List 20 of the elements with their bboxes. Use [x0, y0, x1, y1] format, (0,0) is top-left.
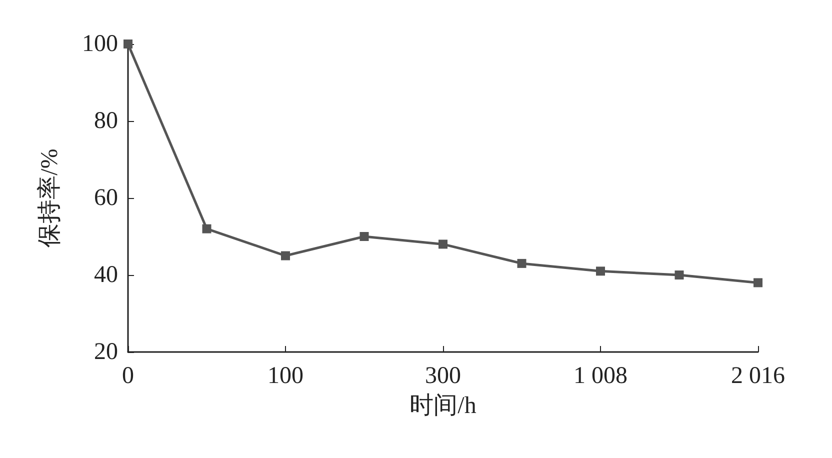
y-tick-label: 100	[82, 31, 118, 57]
y-tick-label: 20	[94, 339, 118, 365]
x-tick-label: 2 016	[731, 363, 785, 389]
x-tick-label: 1 008	[574, 363, 628, 389]
point	[596, 266, 605, 276]
y-tick-label: 40	[94, 262, 118, 288]
point	[360, 232, 369, 241]
point	[202, 224, 212, 234]
y-axis-title: 保持率/%	[36, 148, 63, 248]
x-axis-title: 时间/h	[410, 393, 476, 419]
point	[438, 240, 448, 249]
point	[754, 278, 762, 288]
point	[674, 270, 684, 280]
point	[517, 258, 526, 268]
x-tick-label: 0	[122, 363, 134, 389]
y-tick-label: 80	[94, 108, 118, 134]
point	[281, 251, 290, 260]
y-tick-label: 60	[94, 185, 118, 211]
x-tick-label: 300	[425, 363, 461, 389]
x-tick-label: 100	[268, 363, 304, 389]
